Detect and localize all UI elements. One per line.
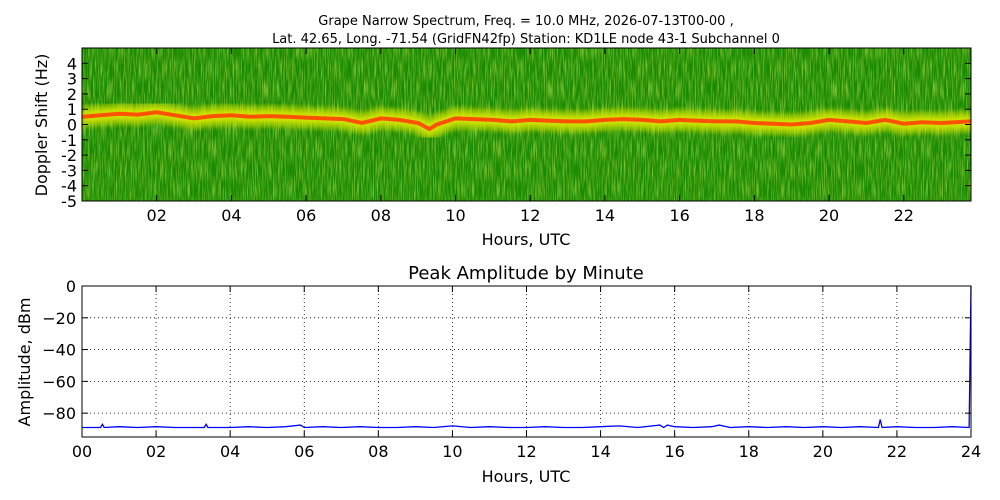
spectrogram-y-tick-label: -4	[61, 177, 77, 196]
spectrogram-y-tick-label: -2	[61, 146, 77, 165]
spectrogram-area	[82, 48, 971, 201]
spectrogram-x-label: Hours, UTC	[482, 230, 571, 249]
spectrogram-x-tick-label: 06	[296, 206, 316, 225]
amplitude-plot-background	[82, 286, 971, 437]
amplitude-line-group	[82, 285, 972, 429]
amplitude-y-tick-label: 0	[66, 277, 76, 296]
spectrogram-y-tick-label: 0	[67, 116, 77, 135]
amplitude-x-tick-label: 24	[961, 442, 981, 461]
amplitude-x-tick-label: 00	[72, 442, 92, 461]
amplitude-x-tick-label: 12	[516, 442, 536, 461]
spectrogram-x-tick-label: 04	[221, 206, 241, 225]
amplitude-y-ticks: 0 −20 −40 −60 −80	[42, 277, 971, 423]
spectrogram-y-tick-label: -1	[61, 131, 77, 150]
amplitude-x-tick-label: 20	[813, 442, 833, 461]
spectrogram-x-tick-label: 20	[819, 206, 839, 225]
spectrogram-x-tick-label: 16	[669, 206, 689, 225]
spectrogram-x-tick-label: 22	[894, 206, 914, 225]
amplitude-x-tick-label: 08	[368, 442, 388, 461]
amplitude-x-tick-label: 04	[220, 442, 240, 461]
spectrogram-x-tick-label: 14	[595, 206, 615, 225]
amplitude-x-tick-label: 10	[442, 442, 462, 461]
amplitude-x-ticks: 00 02 04 06 08 10 12 14 16 18 20 22 24	[72, 286, 981, 461]
spectrogram-title-line2: Lat. 42.65, Long. -71.54 (GridFN42fp) St…	[272, 32, 780, 47]
spectrogram-x-tick-label: 18	[744, 206, 764, 225]
spectrogram-y-tick-label: 2	[67, 85, 77, 104]
spectrogram-x-tick-label: 12	[520, 206, 540, 225]
spectrogram-title-line1: Grape Narrow Spectrum, Freq. = 10.0 MHz,…	[318, 14, 733, 29]
amplitude-y-label: Amplitude, dBm	[15, 298, 34, 427]
spectrogram-y-tick-label: 3	[67, 70, 77, 89]
spectrogram-y-tick-label: -3	[61, 161, 77, 180]
amplitude-y-tick-label: −40	[42, 341, 76, 360]
amplitude-y-tick-label: −60	[42, 372, 76, 391]
spectrogram-x-tick-label: 02	[147, 206, 167, 225]
amplitude-x-tick-label: 16	[664, 442, 684, 461]
amplitude-y-tick-label: −80	[42, 404, 76, 423]
spectrogram-y-tick-label: 4	[67, 54, 77, 73]
spectrogram-y-label: Doppler Shift (Hz)	[32, 54, 51, 197]
amplitude-x-tick-label: 06	[294, 442, 314, 461]
ridge-line	[82, 110, 971, 132]
spectrogram-x-ticks: 02 04 06 08 10 12 14 16 18 20 22	[147, 48, 914, 225]
amplitude-x-tick-label: 18	[739, 442, 759, 461]
spectrogram-x-tick-label: 10	[445, 206, 465, 225]
amplitude-x-tick-label: 02	[146, 442, 166, 461]
amplitude-series-line	[82, 285, 972, 429]
amplitude-y-tick-label: −20	[42, 309, 76, 328]
amplitude-x-label: Hours, UTC	[482, 467, 571, 486]
spectrogram-x-tick-label: 08	[371, 206, 391, 225]
amplitude-x-tick-label: 14	[590, 442, 610, 461]
spectrogram-y-tick-label: 1	[67, 100, 77, 119]
ridge-group	[82, 101, 971, 142]
amplitude-title: Peak Amplitude by Minute	[408, 263, 644, 284]
spectrogram-y-tick-label: -5	[61, 192, 77, 211]
amplitude-x-tick-label: 22	[887, 442, 907, 461]
